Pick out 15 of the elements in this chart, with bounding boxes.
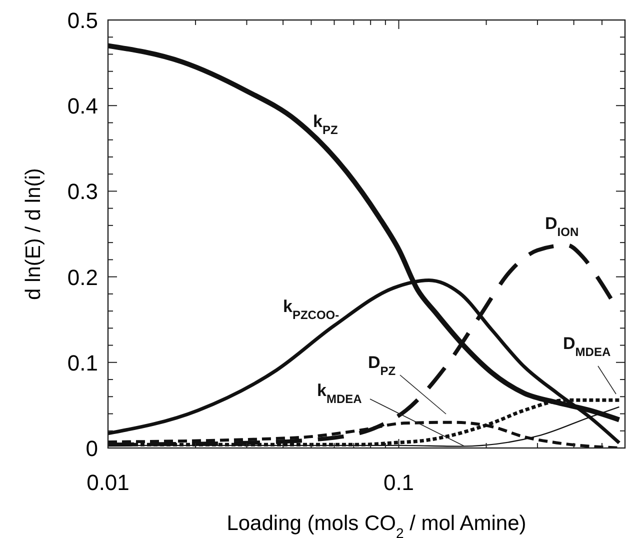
x-tick-label: 0.01: [86, 470, 130, 495]
series-label: D$_{ION}$: [545, 214, 579, 239]
y-tick-label: 0.3: [67, 179, 98, 204]
text: D$_{PZ}$: [368, 353, 396, 378]
y-tick-label: 0: [86, 436, 98, 461]
y-tick-label: 0.1: [67, 350, 98, 376]
text: k$_{MDEA}$: [317, 381, 362, 406]
series-label: k$_{PZCOO-}$: [283, 297, 340, 322]
y-tick-label: 0.5: [67, 8, 98, 33]
y-tick-label: 0.2: [67, 264, 98, 290]
text: D$_{MDEA}$: [563, 334, 611, 359]
series-label: k$_{PZ}$: [313, 112, 338, 137]
y-axis-title: d ln(E) / d ln(i): [22, 168, 45, 300]
x-axis-title: Loading (mols CO$_{2}$ / mol Amine): [226, 512, 526, 538]
y-tick-label: 0.4: [67, 94, 98, 119]
